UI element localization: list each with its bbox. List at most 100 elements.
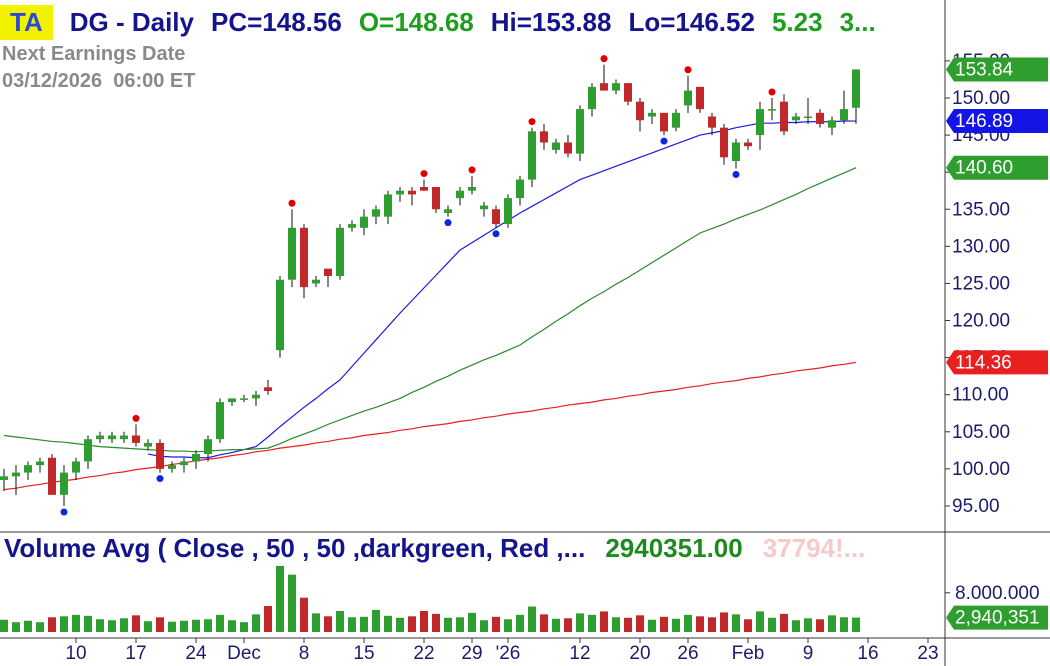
volume-bar [804,618,812,632]
moving-average [147,120,857,459]
volume-bar [96,619,104,632]
volume-tag-label: 2,940,351 [955,608,1040,629]
x-tick-label: 20 [629,643,650,664]
volume-bar [108,620,116,632]
price-tag-label: 146.89 [955,111,1013,132]
volume-bar [252,614,260,632]
y-tick-label: 130.00 [952,236,1010,257]
header-item: Lo=146.52 [628,7,755,37]
x-tick-label: 16 [857,643,878,664]
volume-bar [528,606,536,632]
y-tick-label: 100.00 [952,459,1010,480]
x-tick-label: Feb [732,643,765,664]
candle-body [480,205,488,210]
candle-body [348,224,356,228]
volume-bar [264,606,272,632]
volume-bar [336,610,344,632]
volume-bar [216,614,224,632]
volume-bar [552,618,560,632]
candle-body [804,116,812,119]
pivot-low [732,170,740,178]
price-tag-label: 153.84 [955,60,1014,81]
volume-bar [24,620,32,632]
candle-body [840,109,848,121]
candle-body [36,461,44,466]
y-tick-label: 120.00 [952,311,1010,332]
price-tag [946,155,1048,180]
volume-bar [72,614,80,632]
candle-body [264,387,272,391]
moving-average [3,167,857,453]
earnings-date: 03/12/2026 06:00 ET [2,70,196,92]
volume-bar [384,615,392,632]
y-tick-label: 8.000.000 [955,583,1040,604]
volume-bar [240,622,248,632]
volume-bar [708,617,716,632]
volume-bar [372,609,380,632]
volume-bar [144,621,152,632]
candle-body [516,179,524,199]
candle-body [684,90,692,106]
candle-body [732,142,740,162]
volume-bar [312,613,320,632]
volume-title: 37794!... [762,533,866,563]
volume-title: Volume Avg ( Close , 50 , 50 ,darkgreen,… [4,533,586,563]
candle-body [792,116,800,121]
volume-bar [408,616,416,632]
candle-body [756,109,764,136]
volume-bar [648,619,656,632]
candle-body [240,398,248,400]
candle-body [468,187,476,191]
candle-body [132,435,140,443]
header: TA DG - Daily PC=148.56 O=148.68 Hi=153.88 L… [0,5,876,40]
x-tick-label: 29 [461,643,482,664]
pivot-high [684,66,692,74]
header-item: O=148.68 [358,7,474,37]
x-tick-label: 15 [353,643,374,664]
volume-bar [828,615,836,632]
candle-body [624,83,632,102]
volume-bar [744,619,752,632]
volume-bar [516,614,524,632]
candle-body [96,435,104,440]
candle-body [672,112,680,128]
x-tick-label: 10 [65,643,86,664]
candle-body [0,476,8,481]
volume-bar [0,619,8,632]
x-tick-label: '26 [496,643,521,664]
x-tick-label: 8 [299,643,310,664]
price-tag [946,109,1048,134]
candle-body [120,435,128,440]
volume-bar [600,611,608,632]
volume-bar [684,614,692,632]
price-tag-label: 114.36 [955,352,1012,373]
volume-bar [348,617,356,632]
price-tag-label: 140.60 [955,158,1013,179]
candle-body [588,86,596,110]
volume-bar [36,622,44,632]
moving-average [3,361,857,491]
volume-bar [168,621,176,632]
candle-body [768,109,776,111]
candle-body [180,461,188,466]
candle-body [204,439,212,455]
volume-bar [300,597,308,632]
volume-bar [84,615,92,632]
volume-bar [48,617,56,632]
y-tick-label: 135.00 [952,199,1010,220]
y-tick-label: 110.00 [952,385,1009,406]
candle-body [24,465,32,473]
pivot-high [600,55,608,63]
candle-body [744,142,752,147]
candle-body [720,127,728,158]
volume-bar [588,614,596,632]
y-tick-label: 150.00 [952,88,1010,109]
volume-bar [492,616,500,632]
x-tick-label: 17 [125,643,146,664]
pivot-high [768,88,776,96]
header-item: DG - Daily [69,7,194,37]
candle-body [636,101,644,121]
pivot-low [492,230,500,238]
pivot-low [444,219,452,227]
price-tag [946,57,1048,82]
